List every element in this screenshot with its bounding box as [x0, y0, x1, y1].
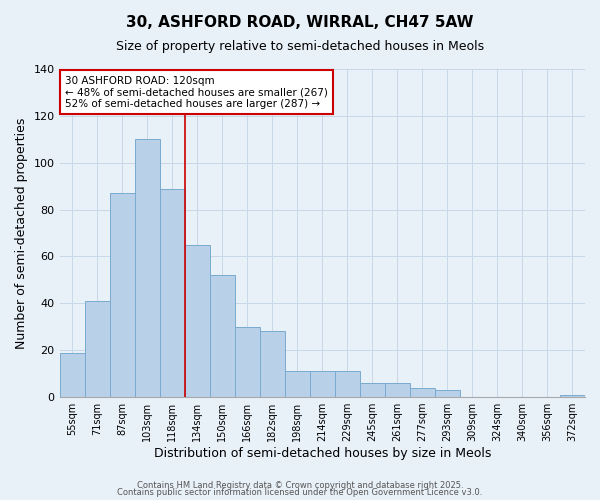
Text: 30 ASHFORD ROAD: 120sqm
← 48% of semi-detached houses are smaller (267)
52% of s: 30 ASHFORD ROAD: 120sqm ← 48% of semi-de… [65, 76, 328, 109]
Bar [185, 245, 209, 397]
Bar [85, 301, 110, 397]
Bar [59, 352, 85, 397]
Text: Contains HM Land Registry data © Crown copyright and database right 2025.: Contains HM Land Registry data © Crown c… [137, 480, 463, 490]
Bar [310, 372, 335, 397]
Text: Contains public sector information licensed under the Open Government Licence v3: Contains public sector information licen… [118, 488, 482, 497]
Bar [235, 327, 260, 397]
Bar [560, 394, 585, 397]
Bar [110, 193, 134, 397]
X-axis label: Distribution of semi-detached houses by size in Meols: Distribution of semi-detached houses by … [154, 447, 491, 460]
Bar [209, 275, 235, 397]
Bar [285, 372, 310, 397]
Text: Size of property relative to semi-detached houses in Meols: Size of property relative to semi-detach… [116, 40, 484, 53]
Text: 30, ASHFORD ROAD, WIRRAL, CH47 5AW: 30, ASHFORD ROAD, WIRRAL, CH47 5AW [126, 15, 474, 30]
Bar [410, 388, 435, 397]
Bar [360, 383, 385, 397]
Bar [134, 140, 160, 397]
Bar [260, 332, 285, 397]
Bar [160, 188, 185, 397]
Bar [335, 372, 360, 397]
Y-axis label: Number of semi-detached properties: Number of semi-detached properties [15, 118, 28, 348]
Bar [435, 390, 460, 397]
Bar [385, 383, 410, 397]
